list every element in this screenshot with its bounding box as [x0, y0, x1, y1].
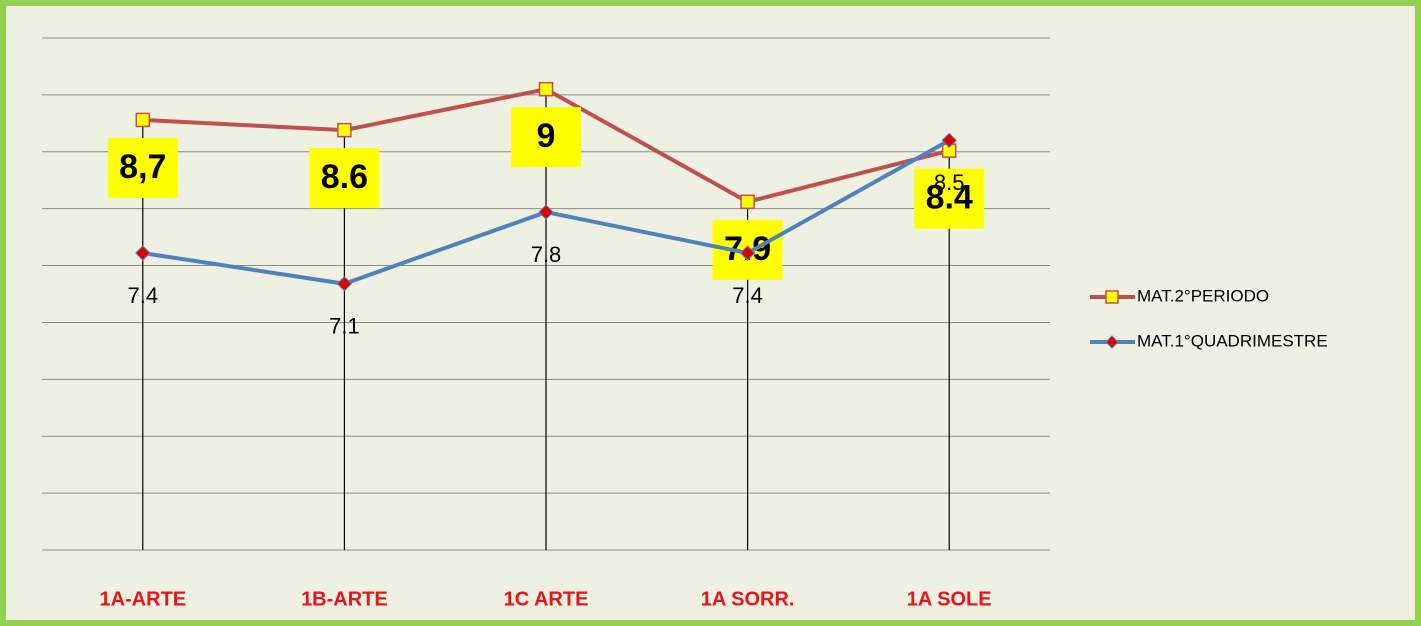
- x-tick-label: 1A SORR.: [701, 588, 795, 610]
- data-label: 7.1: [329, 314, 360, 339]
- data-label: 8.6: [321, 158, 368, 196]
- data-label-background: [309, 148, 380, 209]
- data-label: 8.5: [934, 170, 965, 195]
- x-tick-label: 1A-ARTE: [99, 588, 186, 610]
- data-label: 8.4: [926, 179, 973, 217]
- marker: [740, 194, 755, 210]
- marker: [135, 245, 151, 261]
- data-label: 8,7: [119, 148, 166, 186]
- x-tick-label: 1B-ARTE: [301, 588, 388, 610]
- legend-marker: [1105, 335, 1119, 349]
- data-label: 7.4: [732, 283, 763, 308]
- data-label-background: [107, 137, 178, 198]
- marker: [336, 276, 353, 292]
- marker: [538, 81, 554, 97]
- marker: [538, 204, 554, 220]
- marker: [337, 122, 352, 138]
- legend-label: MAT.1°QUADRIMESTRE: [1137, 331, 1328, 350]
- data-label: 7.8: [531, 242, 562, 267]
- data-label: 9: [537, 117, 556, 155]
- legend-marker: [1105, 290, 1119, 304]
- data-label-background: [914, 168, 985, 229]
- x-tick-label: 1C ARTE: [504, 588, 589, 610]
- x-tick-label: 1A SOLE: [907, 588, 992, 610]
- data-label-background: [511, 107, 581, 168]
- marker: [739, 245, 756, 261]
- data-label: 7.4: [128, 283, 159, 308]
- marker: [135, 112, 151, 128]
- marker: [941, 132, 957, 149]
- legend-label: MAT.2°PERIODO: [1137, 286, 1269, 305]
